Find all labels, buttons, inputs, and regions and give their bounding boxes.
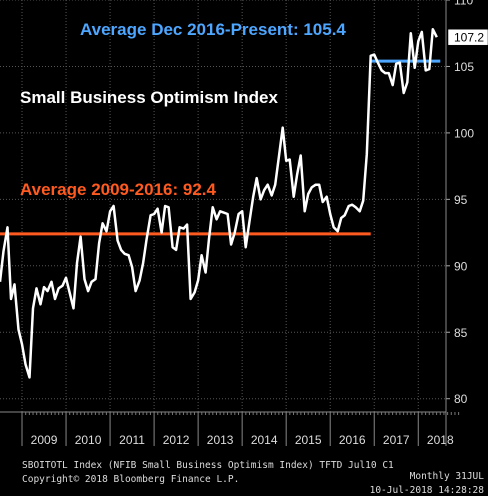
x-tick-label: 2009 bbox=[31, 433, 58, 447]
x-tick-label: 2018 bbox=[427, 433, 454, 447]
footer-line-1: SBOITOTL Index (NFIB Small Business Opti… bbox=[0, 449, 488, 482]
y-tick-label: 110 bbox=[454, 0, 473, 8]
footer-frequency: Monthly 31JUL bbox=[409, 471, 484, 482]
average-label: Average Dec 2016-Present: 105.4 bbox=[80, 20, 346, 39]
series-layer bbox=[0, 27, 438, 379]
chart-title: Small Business Optimism Index bbox=[20, 88, 278, 107]
x-tick-label: 2017 bbox=[383, 433, 410, 447]
y-tick-label: 90 bbox=[454, 259, 468, 273]
x-tick-label: 2011 bbox=[119, 433, 145, 447]
x-tick-label: 2012 bbox=[163, 433, 190, 447]
last-value-tag: 107.2 bbox=[447, 28, 488, 46]
y-axis: 80 85 90 95 100 105 110 107.2 bbox=[445, 0, 488, 446]
footer-timestamp: 10-Jul-2018 14:28:28 bbox=[369, 485, 484, 496]
x-tick-label: 2013 bbox=[207, 433, 234, 447]
footer-copyright: Copyright© 2018 Bloomberg Finance L.P. bbox=[22, 474, 240, 485]
x-tick-label: 2014 bbox=[251, 433, 278, 447]
x-tick-label: 2015 bbox=[295, 433, 322, 447]
footer-source: SBOITOTL Index (NFIB Small Business Opti… bbox=[22, 460, 394, 471]
grid bbox=[0, 0, 446, 412]
line-chart: 2009 2010 2011 2012 2013 2014 2015 2016 2017 2018… bbox=[0, 0, 488, 447]
y-tick-label: 105 bbox=[454, 60, 474, 74]
last-value-label: 107.2 bbox=[454, 31, 484, 45]
x-tick-label: 2010 bbox=[75, 433, 102, 447]
average-label: Average 2009-2016: 92.4 bbox=[20, 180, 217, 199]
y-tick-label: 80 bbox=[454, 392, 468, 406]
average-lines bbox=[0, 59, 441, 236]
y-tick-label: 100 bbox=[454, 126, 474, 140]
y-tick-label: 85 bbox=[454, 326, 468, 340]
x-tick-label: 2016 bbox=[339, 433, 366, 447]
footer-line-2: Copyright© 2018 Bloomberg Finance L.P. 1… bbox=[0, 463, 488, 496]
series-line bbox=[0, 27, 438, 379]
y-tick-label: 95 bbox=[454, 193, 468, 207]
x-axis: 2009 2010 2011 2012 2013 2014 2015 2016 2017 2018 bbox=[0, 411, 460, 447]
annotation-labels: Small Business Optimism Index Average De… bbox=[20, 20, 346, 199]
